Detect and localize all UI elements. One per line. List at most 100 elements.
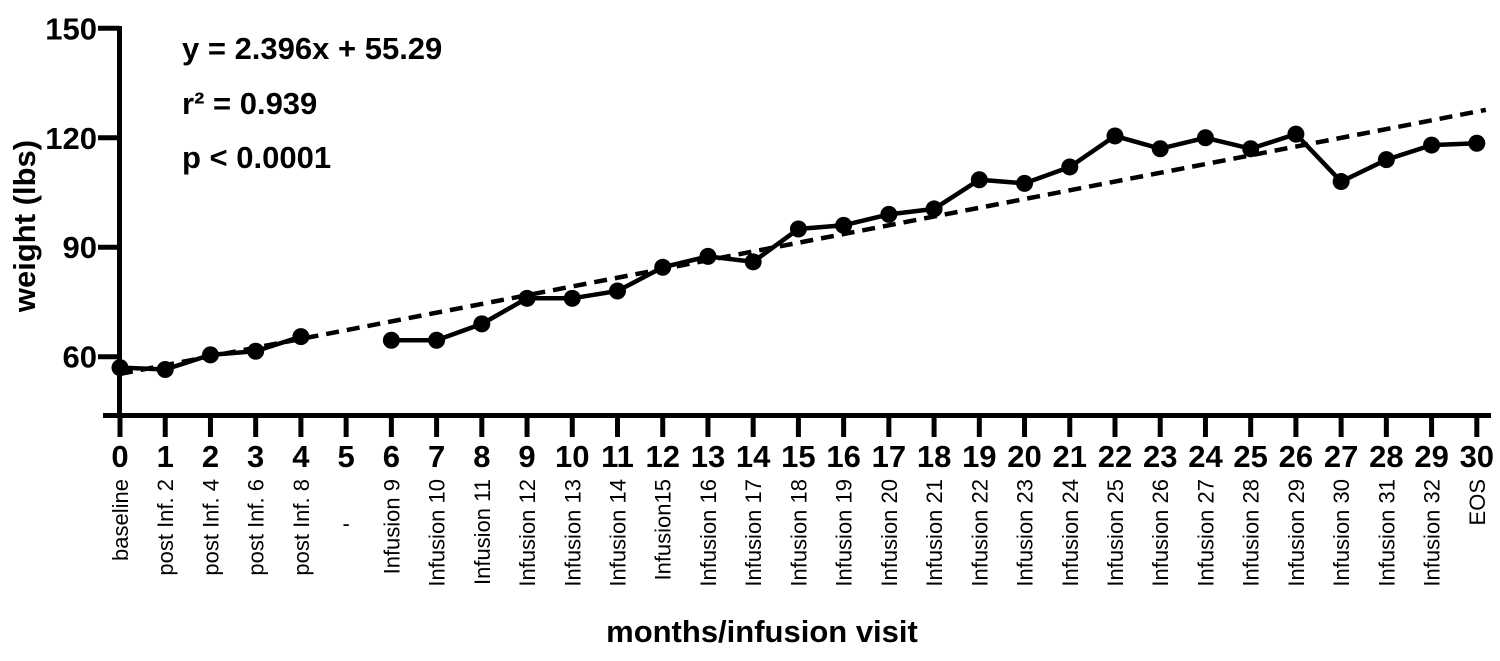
data-point — [201, 346, 219, 364]
data-point — [1151, 140, 1169, 158]
p-value: p < 0.0001 — [182, 140, 332, 175]
visit-label: Infusion 19 — [832, 479, 857, 587]
x-tick-label: 29 — [1414, 439, 1448, 474]
data-point — [608, 282, 626, 300]
x-tick-label: 11 — [601, 439, 634, 474]
x-axis-title: months/infusion visit — [606, 614, 918, 649]
trend-line — [119, 107, 1487, 377]
visit-label: Infusion 13 — [560, 479, 585, 587]
data-point — [789, 220, 807, 238]
data-point — [744, 253, 762, 271]
y-axis-title: weight (lbs) — [7, 139, 42, 313]
x-tick-label: 27 — [1324, 439, 1358, 474]
visit-label: Infusion 11 — [470, 479, 495, 585]
data-point — [654, 258, 672, 276]
x-tick-label: 21 — [1053, 439, 1087, 474]
x-tick-label: 14 — [736, 439, 771, 474]
x-tick-label: 8 — [473, 439, 490, 474]
x-tick-label: 18 — [917, 439, 951, 474]
x-tick-label: 5 — [338, 439, 355, 474]
x-tick-label: 26 — [1279, 439, 1313, 474]
visit-label: post Inf. 6 — [244, 479, 269, 576]
data-point — [473, 315, 491, 333]
visit-label: Infusion 26 — [1148, 479, 1173, 587]
visit-label: post Inf. 8 — [289, 479, 314, 576]
visit-label: Infusion 16 — [696, 479, 721, 587]
x-tick-label: 7 — [428, 439, 445, 474]
y-tick-label: 60 — [63, 340, 97, 375]
data-point — [1287, 125, 1305, 143]
data-line — [391, 131, 1477, 343]
data-point — [835, 216, 853, 234]
r-squared-value: r² = 0.939 — [182, 86, 318, 121]
visit-label: Infusion 27 — [1193, 479, 1218, 587]
visit-label: Infusion 12 — [515, 479, 540, 587]
visit-label: Infusion 14 — [605, 479, 630, 587]
x-tick-label: 10 — [555, 439, 589, 474]
x-tick-label: 15 — [781, 439, 815, 474]
x-tick-label: 6 — [383, 439, 400, 474]
visit-label: post Inf. 2 — [153, 479, 178, 576]
data-point — [1016, 174, 1034, 192]
x-tick-label: 24 — [1188, 439, 1223, 474]
visit-label: Infusion 23 — [1013, 479, 1038, 587]
x-tick-label: 13 — [691, 439, 725, 474]
y-tick-label: 90 — [63, 230, 97, 265]
data-point — [925, 200, 943, 218]
x-tick-label: 16 — [826, 439, 860, 474]
x-tick-label: 30 — [1460, 439, 1494, 474]
visit-label: baseline — [108, 479, 133, 561]
x-tick-label: 2 — [202, 439, 219, 474]
visit-label: Infusion 25 — [1103, 479, 1128, 587]
x-tick-label: 20 — [1007, 439, 1041, 474]
data-point — [247, 342, 265, 360]
x-tick-label: 28 — [1369, 439, 1403, 474]
x-tick-label: 9 — [518, 439, 535, 474]
data-point — [1377, 151, 1395, 169]
x-tick-label: 25 — [1233, 439, 1267, 474]
visit-label: EOS — [1465, 479, 1490, 525]
visit-label: Infusion 21 — [922, 479, 947, 587]
regression-equation: y = 2.396x + 55.29 — [182, 31, 443, 66]
data-point — [518, 289, 536, 307]
data-point — [1332, 173, 1350, 191]
x-tick-label: 12 — [645, 439, 679, 474]
visit-label: Infusion 31 — [1374, 479, 1399, 587]
x-tick-label: 4 — [292, 439, 310, 474]
visit-label: Infusion15 — [651, 479, 676, 581]
visit-label: Infusion 22 — [967, 479, 992, 587]
visit-label: Infusion 10 — [425, 479, 450, 587]
data-point — [1468, 134, 1486, 152]
visit-label: post Inf. 4 — [198, 479, 223, 576]
x-tick-label: 22 — [1098, 439, 1132, 474]
data-point — [382, 331, 400, 349]
visit-label: Infusion 24 — [1058, 479, 1083, 587]
y-tick-label: 120 — [45, 121, 97, 156]
data-point — [111, 359, 129, 377]
visit-label: Infusion 30 — [1329, 479, 1354, 587]
x-tick-label: 1 — [157, 439, 174, 474]
visit-label: Infusion 18 — [786, 479, 811, 587]
data-point — [428, 331, 446, 349]
x-tick-label: 19 — [962, 439, 996, 474]
data-point — [1196, 129, 1214, 147]
x-tick-label: 3 — [247, 439, 264, 474]
visit-label: Infusion 20 — [877, 479, 902, 587]
y-tick-label: 150 — [45, 11, 97, 46]
visit-label: Infusion 28 — [1239, 479, 1264, 587]
x-tick-label: 17 — [872, 439, 906, 474]
data-point — [156, 360, 174, 378]
data-point — [1242, 140, 1260, 158]
x-tick-label: 0 — [111, 439, 128, 474]
data-point — [1423, 136, 1441, 154]
data-point — [880, 205, 898, 223]
data-point — [699, 247, 717, 265]
data-point — [292, 328, 310, 346]
data-point — [970, 171, 988, 189]
x-tick-label: 23 — [1143, 439, 1177, 474]
visit-label: Infusion 32 — [1420, 479, 1445, 587]
visit-label-missing: - — [342, 511, 349, 536]
visit-label: Infusion 29 — [1284, 479, 1309, 587]
